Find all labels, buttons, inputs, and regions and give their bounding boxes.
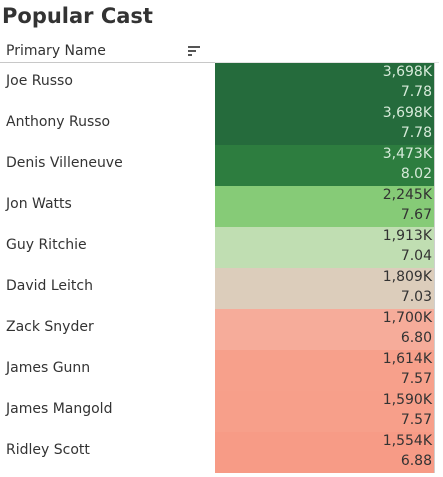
row-name: David Leitch bbox=[6, 278, 93, 294]
column-header: Primary Name bbox=[0, 40, 215, 63]
votes-value: 3,473K bbox=[382, 146, 432, 162]
table-row[interactable]: Zack Snyder 1,700K 6.80 bbox=[0, 309, 443, 350]
highlight-cell[interactable]: 1,614K 7.57 bbox=[215, 350, 434, 391]
table-row[interactable]: Joe Russo 3,698K 7.78 bbox=[0, 63, 443, 104]
rating-value: 7.67 bbox=[400, 207, 432, 223]
rating-value: 7.57 bbox=[400, 412, 432, 428]
row-name: Anthony Russo bbox=[6, 114, 111, 130]
votes-value: 3,698K bbox=[382, 105, 432, 121]
row-name: Guy Ritchie bbox=[6, 237, 87, 253]
highlight-cell[interactable]: 3,698K 7.78 bbox=[215, 104, 434, 145]
table-row[interactable]: Guy Ritchie 1,913K 7.04 bbox=[0, 227, 443, 268]
highlight-cell[interactable]: 3,698K 7.78 bbox=[215, 63, 434, 104]
votes-value: 1,554K bbox=[382, 433, 432, 449]
row-name: Joe Russo bbox=[6, 73, 73, 89]
highlight-cell[interactable]: 1,554K 6.88 bbox=[215, 432, 434, 473]
rating-value: 7.03 bbox=[400, 289, 432, 305]
table-row[interactable]: Denis Villeneuve 3,473K 8.02 bbox=[0, 145, 443, 186]
row-name: Jon Watts bbox=[6, 196, 72, 212]
table-right-edge bbox=[434, 63, 435, 473]
highlight-cell[interactable]: 1,700K 6.80 bbox=[215, 309, 434, 350]
rating-value: 6.80 bbox=[400, 330, 432, 346]
row-name: Denis Villeneuve bbox=[6, 155, 123, 171]
table-row[interactable]: Anthony Russo 3,698K 7.78 bbox=[0, 104, 443, 145]
votes-value: 1,700K bbox=[382, 310, 432, 326]
votes-value: 1,614K bbox=[382, 351, 432, 367]
highlight-cell[interactable]: 1,913K 7.04 bbox=[215, 227, 434, 268]
rating-value: 7.78 bbox=[400, 84, 432, 100]
highlight-cell[interactable]: 1,809K 7.03 bbox=[215, 268, 434, 309]
row-name: James Mangold bbox=[6, 401, 113, 417]
rating-value: 7.04 bbox=[400, 248, 432, 264]
highlight-table: Joe Russo 3,698K 7.78 Anthony Russo 3,698K 7.… bbox=[0, 63, 443, 473]
rating-value: 8.02 bbox=[400, 166, 432, 182]
table-row[interactable]: James Gunn 1,614K 7.57 bbox=[0, 350, 443, 391]
highlight-cell[interactable]: 1,590K 7.57 bbox=[215, 391, 434, 432]
rating-value: 7.57 bbox=[400, 371, 432, 387]
highlight-cell[interactable]: 3,473K 8.02 bbox=[215, 145, 434, 186]
sort-icon[interactable] bbox=[188, 46, 200, 57]
row-name: Ridley Scott bbox=[6, 442, 90, 458]
votes-value: 1,913K bbox=[382, 228, 432, 244]
table-row[interactable]: James Mangold 1,590K 7.57 bbox=[0, 391, 443, 432]
votes-value: 3,698K bbox=[382, 64, 432, 80]
votes-value: 1,590K bbox=[382, 392, 432, 408]
rating-value: 7.78 bbox=[400, 125, 432, 141]
table-row[interactable]: David Leitch 1,809K 7.03 bbox=[0, 268, 443, 309]
votes-value: 2,245K bbox=[382, 187, 432, 203]
table-row[interactable]: Jon Watts 2,245K 7.67 bbox=[0, 186, 443, 227]
votes-value: 1,809K bbox=[382, 269, 432, 285]
chart-title: Popular Cast bbox=[2, 4, 153, 28]
header-divider bbox=[215, 62, 439, 63]
row-name: Zack Snyder bbox=[6, 319, 94, 335]
highlight-cell[interactable]: 2,245K 7.67 bbox=[215, 186, 434, 227]
column-header-label: Primary Name bbox=[6, 43, 106, 59]
row-name: James Gunn bbox=[6, 360, 91, 376]
table-row[interactable]: Ridley Scott 1,554K 6.88 bbox=[0, 432, 443, 473]
rating-value: 6.88 bbox=[400, 453, 432, 469]
